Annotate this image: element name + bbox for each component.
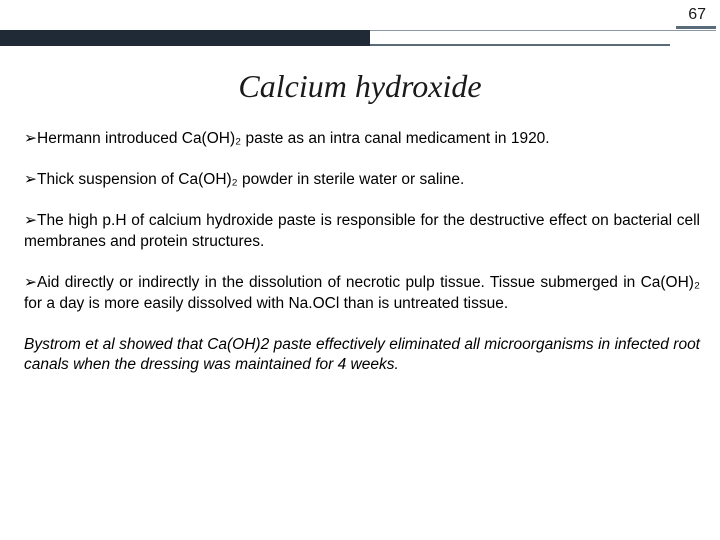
page-number: 67 <box>684 4 710 26</box>
header-dark-band <box>0 30 370 46</box>
bullet-text: Hermann introduced Ca(OH)₂ paste as an i… <box>37 130 550 147</box>
bullet-item: ➢Aid directly or indirectly in the disso… <box>24 273 700 315</box>
bullet-item: ➢Hermann introduced Ca(OH)₂ paste as an … <box>24 129 700 150</box>
bullet-item: ➢The high p.H of calcium hydroxide paste… <box>24 211 700 253</box>
chevron-icon: ➢ <box>24 274 37 291</box>
bullet-text: Aid directly or indirectly in the dissol… <box>24 274 700 312</box>
chevron-icon: ➢ <box>24 130 37 147</box>
bullet-item: ➢Thick suspension of Ca(OH)₂ powder in s… <box>24 170 700 191</box>
header-right-rule <box>370 44 670 46</box>
chevron-icon: ➢ <box>24 212 37 229</box>
slide-content: ➢Hermann introduced Ca(OH)₂ paste as an … <box>0 129 720 376</box>
slide-title: Calcium hydroxide <box>0 68 720 105</box>
closing-paragraph: Bystrom et al showed that Ca(OH)2 paste … <box>24 335 700 377</box>
page-number-underline <box>676 26 716 29</box>
chevron-icon: ➢ <box>24 171 37 188</box>
bullet-text: Thick suspension of Ca(OH)₂ powder in st… <box>37 171 464 188</box>
slide-header: 67 <box>0 0 720 54</box>
bullet-text: The high p.H of calcium hydroxide paste … <box>24 212 700 250</box>
header-thin-rule <box>370 30 716 31</box>
